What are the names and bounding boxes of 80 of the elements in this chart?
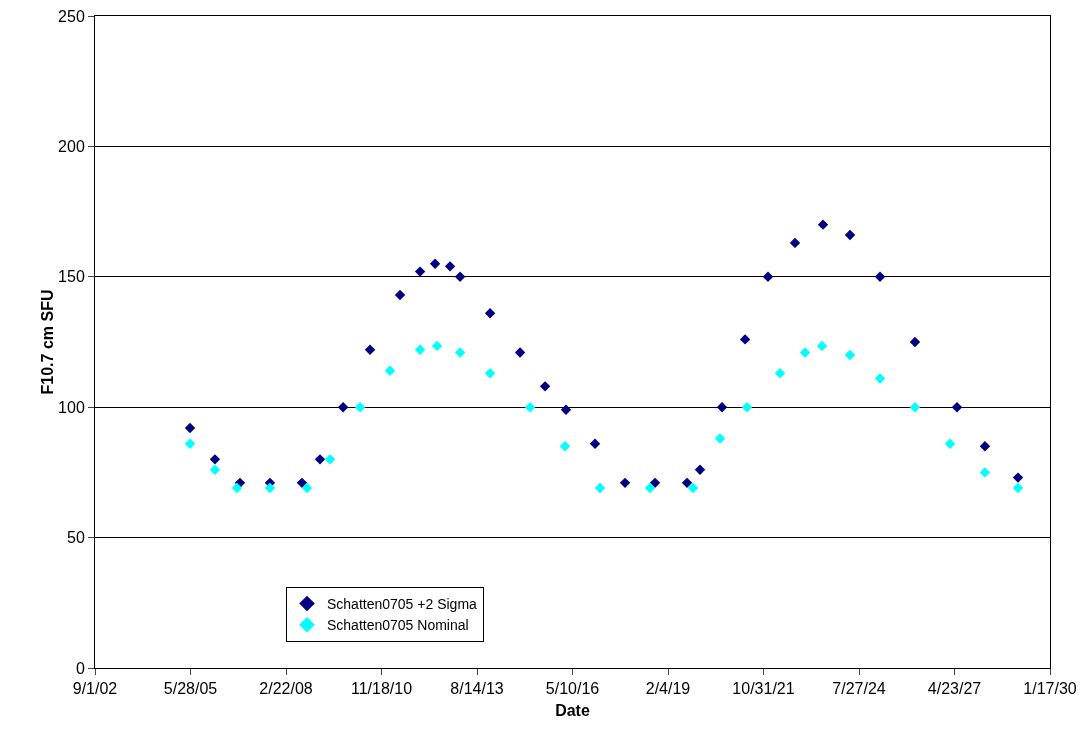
point: [979, 467, 991, 478]
point: [762, 271, 774, 282]
point: [444, 261, 456, 272]
point: [951, 402, 963, 413]
y-tick-label: 100: [58, 398, 85, 416]
legend-label: Schatten0705 +2 Sigma: [327, 595, 478, 612]
point: [514, 347, 526, 358]
point: [301, 482, 313, 494]
point: [429, 258, 441, 269]
point: [209, 454, 221, 465]
point: [296, 477, 308, 489]
point: [454, 347, 466, 358]
point: [539, 381, 551, 392]
x-tick-label: 5/10/16: [545, 680, 600, 698]
point: [384, 365, 396, 376]
x-tick-label: 2/4/19: [645, 680, 691, 698]
y-tick-label: 250: [58, 7, 85, 25]
point: [909, 336, 921, 348]
y-tick-label: 150: [58, 268, 85, 286]
point: [184, 422, 196, 434]
x-tick-label: 9/1/02: [72, 680, 118, 698]
y-tick-label: 0: [75, 659, 85, 677]
point: [909, 402, 921, 413]
point: [714, 433, 726, 444]
point: [944, 438, 956, 449]
point: [619, 477, 631, 489]
point: [314, 454, 326, 465]
x-tick-label: 7/27/24: [832, 680, 886, 698]
point: [594, 482, 606, 494]
point: [694, 464, 706, 475]
point: [394, 289, 406, 301]
point: [354, 402, 366, 413]
point: [560, 404, 572, 416]
point: [816, 340, 828, 352]
point: [264, 482, 276, 494]
point: [524, 402, 536, 413]
point: [649, 477, 661, 489]
point: [789, 237, 801, 249]
point: [774, 368, 786, 379]
point: [184, 438, 196, 449]
y-tick-label: 50: [67, 529, 85, 547]
point: [844, 229, 856, 241]
x-tick-label: 8/14/13: [450, 680, 504, 698]
point: [844, 349, 856, 361]
point: [589, 438, 601, 449]
point: [454, 271, 466, 282]
point: [741, 402, 753, 413]
point: [337, 402, 349, 413]
point: [874, 373, 886, 384]
point: [414, 266, 426, 277]
x-tick-label: 4/23/27: [927, 680, 982, 698]
point: [799, 347, 811, 358]
point: [559, 441, 571, 452]
legend-label: Schatten0705 Nominal: [327, 617, 469, 634]
point: [364, 344, 376, 356]
x-tick-label: 1/17/30: [1023, 680, 1077, 698]
point: [979, 441, 991, 452]
x-tick-label: 10/31/21: [732, 680, 795, 698]
point: [209, 464, 221, 475]
x-tick-label: 5/28/05: [163, 680, 218, 698]
x-tick-label: 2/22/08: [259, 680, 313, 698]
point: [716, 402, 728, 413]
point: [484, 308, 496, 319]
point: [1012, 472, 1024, 483]
point: [1012, 482, 1024, 494]
point: [687, 482, 699, 494]
point: [874, 271, 886, 282]
x-tick-label: 11/18/10: [350, 680, 413, 698]
point: [431, 340, 443, 352]
y-tick-label: 200: [58, 138, 85, 155]
y-axis-title: F10.7 cm SFU: [39, 289, 56, 395]
point: [644, 482, 656, 494]
point: [484, 368, 496, 379]
point: [324, 454, 336, 465]
point: [681, 477, 693, 489]
point: [817, 219, 829, 230]
point: [414, 344, 426, 356]
x-axis-title: Date: [555, 701, 590, 719]
point: [231, 482, 243, 494]
point: [739, 334, 751, 345]
